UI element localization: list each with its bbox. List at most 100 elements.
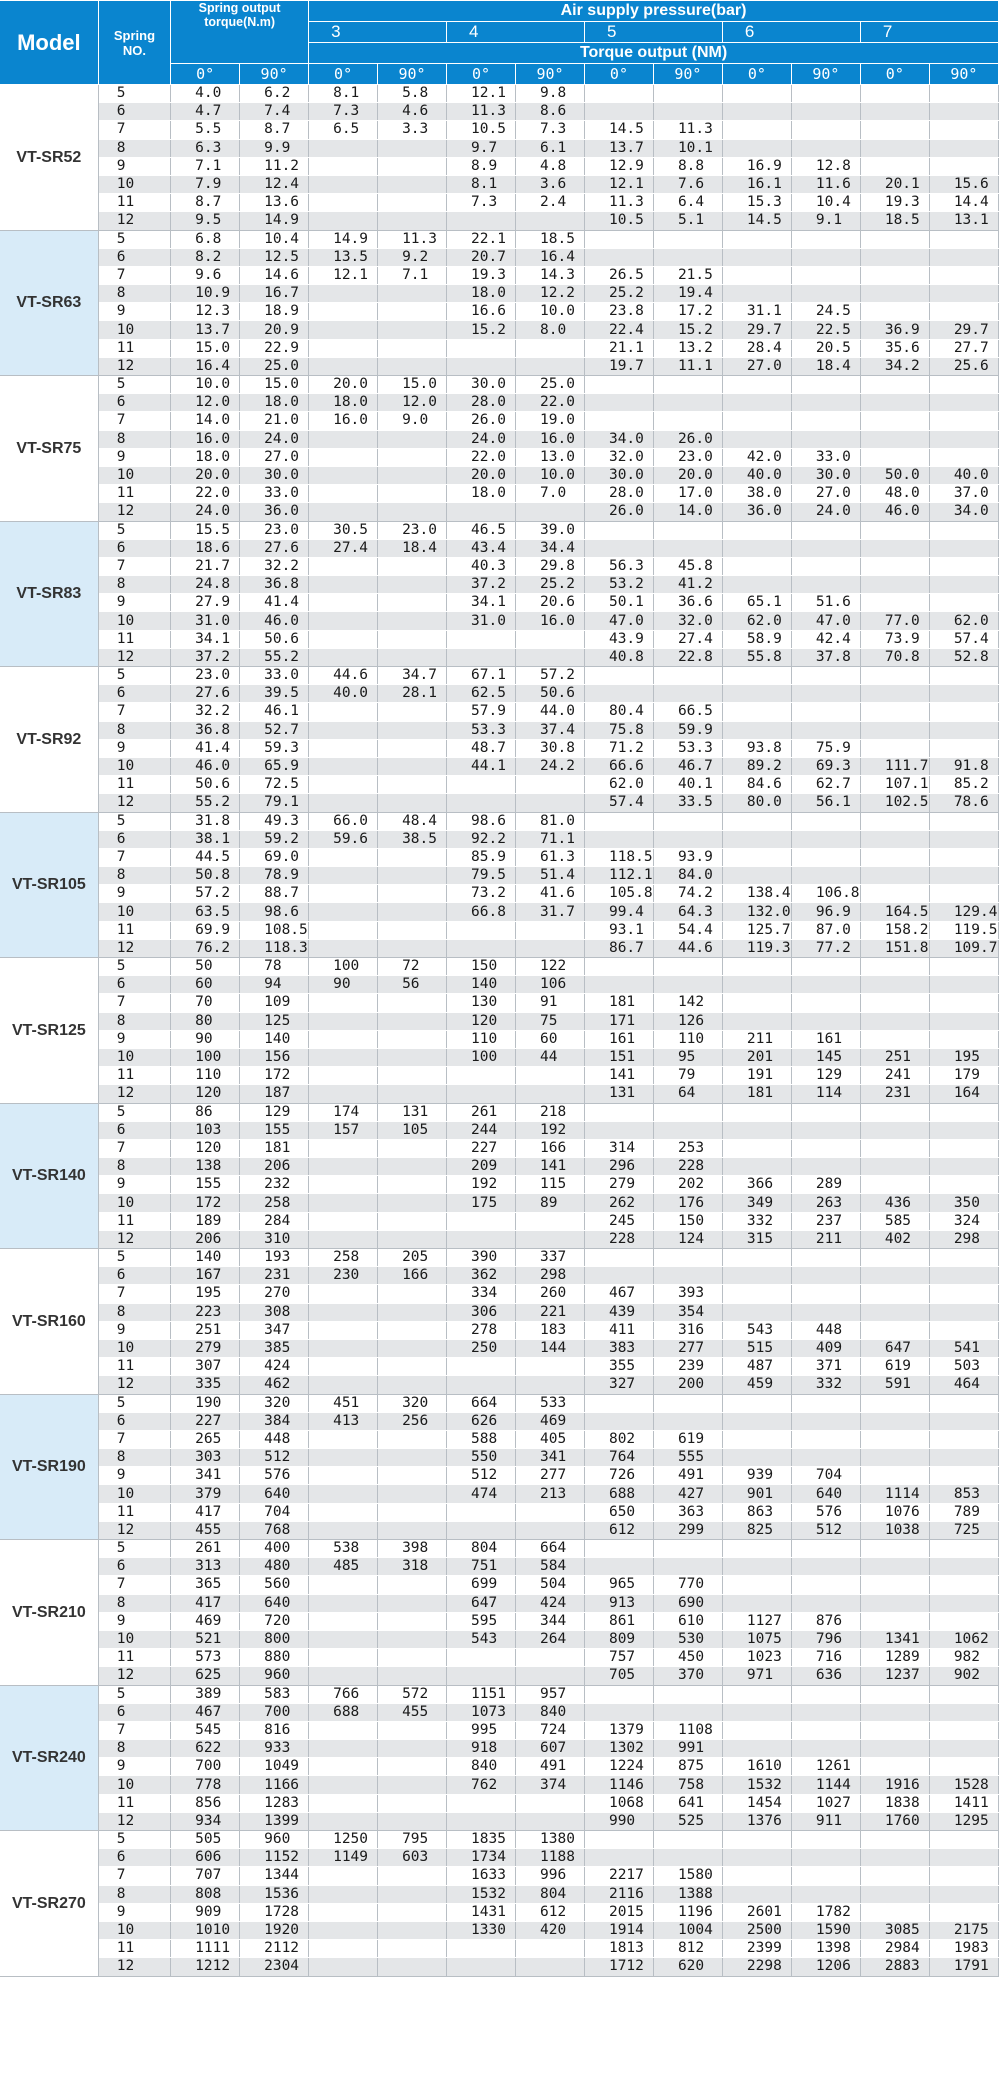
spring-number-cell: 12: [98, 648, 172, 668]
torque-cell: [860, 139, 930, 158]
torque-cell: 664: [515, 1539, 585, 1559]
torque-cell: [860, 1266, 930, 1286]
spring-number-cell: 6: [98, 1557, 172, 1577]
torque-cell: 41.6: [515, 884, 585, 904]
torque-cell: 74.2: [653, 884, 723, 904]
torque-cell: 193: [239, 1248, 310, 1268]
torque-cell: 11.6: [791, 175, 861, 195]
torque-cell: 23.0: [170, 666, 241, 686]
model-name: VT-SR75: [0, 375, 99, 522]
torque-cell: 24.0: [170, 502, 241, 522]
torque-cell: [584, 1685, 654, 1704]
torque-cell: 50.1: [584, 593, 654, 613]
spring-number-cell: 8: [98, 1303, 172, 1322]
torque-cell: [377, 1957, 448, 1977]
torque-cell: 2500: [722, 1921, 792, 1941]
torque-cell: 487: [722, 1357, 792, 1377]
torque-cell: 15.2: [446, 320, 516, 340]
torque-cell: 413: [308, 1412, 379, 1431]
spring-number-cell: 5: [98, 1830, 172, 1850]
table-row: VT-SR105 5 31.8 49.3 66.0 48.4 98.6 81.0: [0, 812, 999, 958]
spring-number-cell: 8: [98, 721, 172, 740]
torque-cell: [791, 1721, 861, 1741]
torque-cell: [308, 1812, 379, 1832]
torque-cell: 75: [515, 1012, 585, 1031]
torque-cell: 384: [239, 1412, 310, 1431]
torque-cell: 636: [791, 1666, 861, 1686]
table-row: 12 120 187 131 64 181 114 231 164: [0, 1084, 999, 1104]
torque-cell: 332: [722, 1212, 792, 1231]
torque-cell: [584, 957, 654, 977]
torque-cell: [653, 375, 723, 395]
torque-cell: [377, 1939, 448, 1959]
torque-cell: 230: [308, 1266, 379, 1286]
torque-cell: [308, 502, 379, 522]
torque-cell: 138.4: [722, 884, 792, 904]
torque-cell: [446, 1084, 516, 1104]
torque-cell: 69.9: [170, 921, 241, 940]
torque-cell: [929, 157, 999, 176]
torque-cell: 640: [239, 1484, 310, 1504]
torque-cell: 24.2: [515, 757, 585, 777]
torque-cell: 704: [239, 1503, 310, 1522]
torque-cell: [860, 557, 930, 577]
torque-cell: 227: [446, 1139, 516, 1159]
torque-cell: 20.9: [239, 320, 310, 340]
torque-cell: 13.2: [653, 339, 723, 358]
torque-cell: 140: [239, 1030, 310, 1049]
torque-cell: 7.3: [446, 193, 516, 213]
torque-cell: 796: [791, 1630, 861, 1650]
torque-cell: [722, 1830, 792, 1850]
torque-cell: 91: [515, 993, 585, 1013]
torque-cell: 205: [377, 1248, 448, 1268]
torque-cell: 183: [515, 1321, 585, 1340]
torque-cell: 802: [584, 1430, 654, 1450]
torque-cell: 32.2: [239, 557, 310, 577]
torque-cell: [791, 684, 861, 704]
torque-cell: 24.0: [446, 430, 516, 449]
torque-cell: [929, 1030, 999, 1049]
torque-cell: 38.5: [377, 830, 448, 849]
torque-cell: 30.0: [239, 466, 310, 486]
torque-cell: [446, 1375, 516, 1395]
torque-cell: 808: [170, 1885, 241, 1904]
torque-cell: 62.0: [929, 611, 999, 631]
torque-cell: [377, 1503, 448, 1522]
torque-cell: 91.8: [929, 757, 999, 777]
torque-cell: 20.0: [446, 466, 516, 486]
model-name: VT-SR210: [0, 1539, 99, 1686]
torque-cell: [377, 993, 448, 1013]
torque-cell: 27.9: [170, 593, 241, 613]
torque-cell: 625: [170, 1666, 241, 1686]
torque-cell: 103: [170, 1121, 241, 1140]
torque-cell: [860, 721, 930, 740]
model-name: VT-SR125: [0, 957, 99, 1104]
model-name: VT-SR160: [0, 1248, 99, 1395]
spring-number-cell: 6: [98, 1266, 172, 1286]
torque-cell: 164: [929, 1084, 999, 1104]
torque-cell: 140: [170, 1248, 241, 1268]
table-row: 7 265 448 588 405 802 619: [0, 1430, 999, 1450]
torque-cell: 448: [239, 1430, 310, 1450]
torque-cell: 270: [239, 1284, 310, 1304]
torque-cell: 957: [515, 1685, 585, 1704]
torque-cell: 161: [584, 1030, 654, 1049]
table-row: 6 60 94 90 56 140 106: [0, 975, 999, 995]
torque-cell: 856: [170, 1794, 241, 1813]
torque-cell: 45.8: [653, 557, 723, 577]
torque-cell: 26.0: [653, 430, 723, 449]
torque-cell: 700: [170, 1757, 241, 1777]
torque-cell: 1813: [584, 1939, 654, 1959]
angle-header: 90°: [790, 63, 861, 85]
torque-cell: [515, 1648, 585, 1668]
torque-cell: 79.1: [239, 793, 310, 813]
torque-cell: [791, 1739, 861, 1759]
torque-cell: [515, 793, 585, 813]
torque-cell: [584, 975, 654, 995]
torque-cell: 576: [239, 1466, 310, 1486]
torque-cell: [722, 1739, 792, 1759]
torque-cell: [929, 266, 999, 286]
torque-cell: 909: [170, 1903, 241, 1922]
torque-cell: [929, 684, 999, 704]
torque-cell: 239: [653, 1357, 723, 1377]
